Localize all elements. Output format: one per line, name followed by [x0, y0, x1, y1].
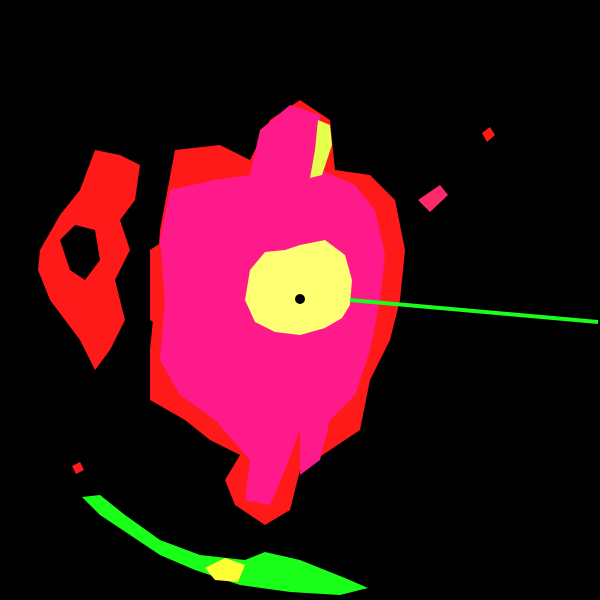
beam	[349, 298, 599, 324]
radar-site	[295, 294, 305, 304]
echo-yellow	[205, 558, 245, 582]
echo-cell	[72, 462, 84, 474]
echo-gap	[60, 225, 100, 280]
echo-yellow	[310, 120, 332, 178]
echo-yellow-center	[245, 240, 352, 335]
echo-pink	[300, 420, 330, 475]
echo-cell	[418, 185, 448, 212]
echo-cell	[482, 127, 495, 142]
echo-green	[82, 495, 368, 595]
